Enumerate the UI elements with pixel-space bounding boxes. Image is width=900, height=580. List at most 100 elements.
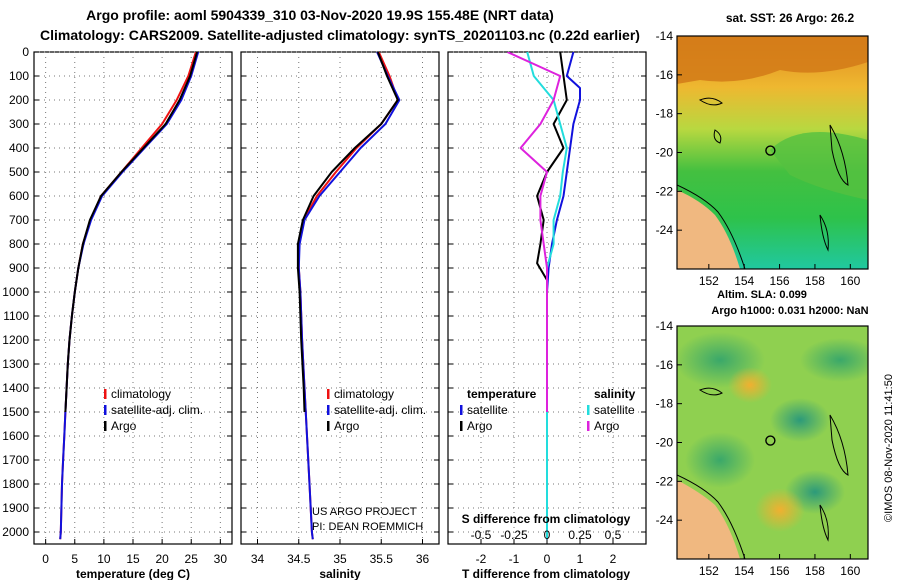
reef-contour-small [819,214,829,252]
temperature-grid [34,51,232,544]
depth-tick-label: 500 [9,165,29,179]
sla-map: Altim. SLA: 0.099 Argo h1000: 0.031 h200… [656,289,869,578]
depth-tick-label: 1300 [2,357,29,371]
depth-tick-label: 1000 [2,285,29,299]
x-tick-label: 30 [214,552,228,566]
depth-tick-label: 1800 [2,477,29,491]
depth-tick-label: 300 [9,117,29,131]
depth-tick-label: 200 [9,93,29,107]
salinity-x-ticks: 34 34.5 35 35.5 36 [251,552,430,566]
lon-tick-label: 158 [805,564,825,578]
legend-marker-temperature-satellite [460,405,463,415]
sla-map-title-line-2: Argo h1000: 0.031 h2000: NaN [711,305,868,317]
depth-tick-label: 100 [9,69,29,83]
legend-marker-climatology [327,389,330,399]
lat-tick-label: -24 [656,513,674,527]
series-line-temperature-satellite [546,52,581,540]
legend-marker-salinity-argo [587,421,590,431]
depth-tick-label: 0 [22,45,29,59]
lon-tick-label: 160 [840,274,860,288]
lat-tick-label: -22 [656,474,674,488]
lon-tick-label: 154 [734,564,754,578]
sla-anomaly [770,398,830,442]
s-diff-tick-label: -0.25 [500,528,528,542]
sst-map: sat. SST: 26 Argo: 26.2 152 154 156 158 160 … [656,11,869,288]
legend-label-argo: Argo [111,419,137,433]
depth-tick-label: 600 [9,189,29,203]
x-tick-label: 25 [185,552,199,566]
lat-tick-label: -16 [656,358,674,372]
sla-anomaly [755,488,805,532]
s-diff-tick-label: 0 [544,528,551,542]
lat-tick-label: -16 [656,68,674,82]
legend-marker-argo [327,421,330,431]
depth-tick-label: 1400 [2,381,29,395]
legend-label-satellite: satellite-adj. clim. [111,403,203,417]
legend-label-climatology: climatology [334,387,394,401]
lat-tick-label: -14 [656,29,674,43]
plot-title-line-2: Climatology: CARS2009. Satellite-adjuste… [40,27,640,43]
x-tick-label: 0 [544,552,551,566]
coastline-shelf [677,474,746,559]
depth-tick-label: 400 [9,141,29,155]
sst-map-lon-ticks: 152 154 156 158 160 [699,264,861,288]
sla-map-title-line-1: Altim. SLA: 0.099 [717,289,807,301]
lon-tick-label: 156 [770,564,790,578]
legend-title-temperature: temperature [467,387,537,401]
lat-tick-label: -14 [656,319,674,333]
salinity-legend: climatology satellite-adj. clim. Argo [327,387,426,433]
salinity-series [296,52,401,540]
temperature-x-ticks: 0 5 10 15 20 25 30 [42,552,227,566]
legend-label-satellite: satellite-adj. clim. [334,403,426,417]
series-line-argo [296,52,399,413]
x-tick-label: 35.5 [370,552,394,566]
legend-marker-satellite [104,405,107,415]
lon-tick-label: 152 [699,274,719,288]
series-line-argo [64,52,199,413]
legend-marker-temperature-argo [460,421,463,431]
x-tick-label: 35 [333,552,347,566]
t-difference-x-label: T difference from climatology [462,567,630,580]
reef-contour [829,414,849,476]
legend-label-salinity-satellite: satellite [594,403,635,417]
legend-marker-satellite [327,405,330,415]
plot-title-line-1: Argo profile: aoml 5904339_310 03-Nov-20… [86,7,554,23]
reef-contour-small [713,129,722,144]
reef-contour-small [819,504,829,542]
difference-legend: temperature satellite Argo salinity sate… [460,387,636,433]
x-tick-label: -2 [476,552,487,566]
temperature-series [59,52,200,540]
legend-label-argo: Argo [334,419,360,433]
legend-marker-salinity-satellite [587,405,590,415]
x-tick-label: 0 [42,552,49,566]
imos-timestamp: ©IMOS 08-Nov-2020 11:41:50 [883,374,895,522]
lon-tick-label: 156 [770,274,790,288]
legend-title-salinity: salinity [594,387,636,401]
land-australia [677,480,740,559]
lon-tick-label: 160 [840,564,860,578]
sla-anomaly [800,338,868,382]
x-tick-label: 1 [577,552,584,566]
depth-tick-label: 1700 [2,453,29,467]
sla-anomaly [728,367,772,403]
lon-tick-label: 158 [805,274,825,288]
lat-tick-label: -18 [656,107,674,121]
sla-anomaly [685,432,755,488]
legend-marker-climatology [104,389,107,399]
legend-label-climatology: climatology [111,387,171,401]
difference-series [506,52,581,540]
x-tick-label: 15 [126,552,140,566]
difference-panel: -2 -1 0 1 2 -0.5 -0.25 0 0.25 0.5 T difference f… [447,51,647,580]
lat-tick-label: -20 [656,146,674,160]
legend-label-temperature-argo: Argo [467,419,493,433]
reef-contour-small [698,97,723,106]
sst-warm-band [677,36,868,84]
x-tick-label: 34 [251,552,265,566]
lat-tick-label: -18 [656,397,674,411]
salinity-panel: 34 34.5 35 35.5 36 salinity climatology sate… [240,51,440,580]
depth-tick-labels: 0 100 200 300 400 500 600 700 800 900 1000 1100 1200… [2,45,29,539]
t-difference-x-ticks: -2 -1 0 1 2 [476,552,617,566]
series-line-temperature-argo [536,52,568,412]
argo-float-marker [765,435,776,446]
